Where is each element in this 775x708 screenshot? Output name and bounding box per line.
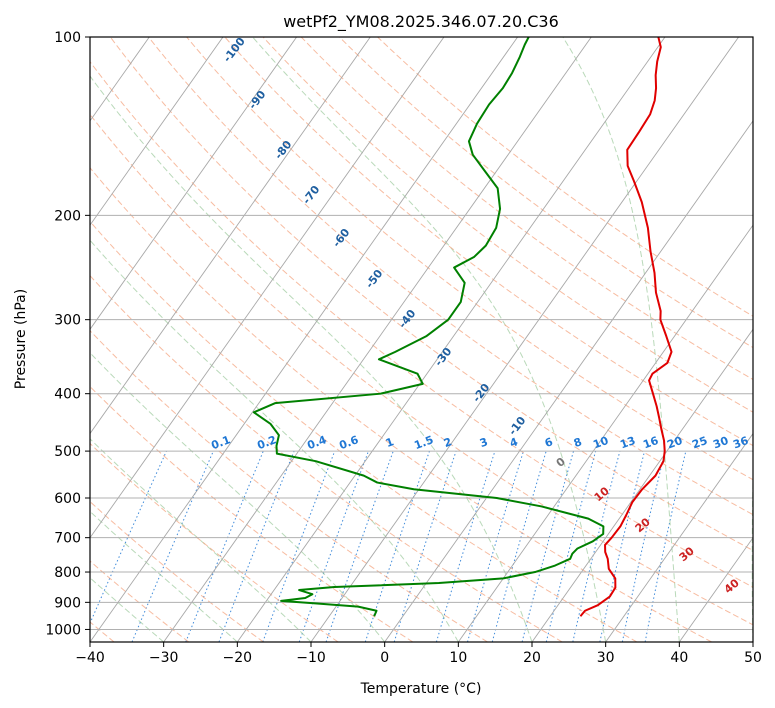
- y-tick-label: 500: [54, 444, 81, 460]
- chart-title: wetPf2_YM08.2025.346.07.20.C36: [283, 12, 559, 32]
- isotherm-line: [384, 120, 753, 642]
- mixing-ratio-label: 1: [384, 435, 396, 450]
- mixing-ratio-label: 13: [618, 434, 637, 451]
- mixing-ratio-label: 1.5: [412, 433, 435, 452]
- dry-adiabat-line: [90, 274, 563, 642]
- x-tick-label: 0: [380, 650, 389, 666]
- mixing-ratio-label: 8: [572, 435, 584, 450]
- dry-adiabat-line: [90, 166, 712, 642]
- x-tick-label: 50: [744, 650, 762, 666]
- y-tick-label: 900: [54, 595, 81, 611]
- mixing-ratio-label: 25: [690, 434, 709, 451]
- dewpoint-profile-line: [252, 37, 605, 617]
- y-tick-label: 600: [54, 491, 81, 507]
- mixing-ratio-label: 6: [543, 435, 555, 450]
- isotherm-line: [236, 37, 666, 642]
- y-tick-label: 300: [54, 313, 81, 329]
- x-axis: −40 −30 −20 −10 0 10 20 30 40 50: [75, 642, 762, 666]
- y-tick-label: 200: [54, 208, 81, 224]
- dry-adiabat-line: [224, 37, 753, 447]
- isotherm-line: [90, 37, 519, 642]
- mixing-ratio-label: 16: [641, 434, 660, 452]
- isotherm-line: [457, 224, 753, 642]
- dry-adiabat-line: [300, 37, 753, 381]
- x-tick-label: −20: [223, 650, 253, 666]
- dry-adiabat-line: [90, 385, 414, 642]
- dry-adiabat-line: [186, 37, 753, 481]
- mixing-ratio-label: 30: [711, 434, 730, 452]
- dry-adiabat-line: [90, 113, 753, 626]
- x-tick-label: 20: [523, 650, 541, 666]
- mixing-ratio-label: 0.6: [337, 433, 360, 452]
- moist-adiabat-line: [90, 510, 238, 642]
- mixing-ratio-label: 10: [591, 434, 610, 452]
- moist-adiabat-line: [90, 438, 312, 642]
- isotherm-line: [90, 37, 298, 331]
- y-tick-label: 700: [54, 531, 81, 547]
- x-tick-label: 10: [449, 650, 467, 666]
- y-tick-label: 400: [54, 387, 81, 403]
- mixing-ratio-label: 2: [442, 435, 454, 450]
- isotherm-line: [605, 432, 753, 642]
- mixing-ratio-label: 4: [508, 435, 520, 450]
- dry-adiabat-line: [90, 329, 488, 642]
- dry-adiabat-line: [148, 37, 753, 516]
- x-tick-label: 40: [670, 650, 688, 666]
- dry-adiabat-line: [90, 500, 264, 642]
- moist-adiabat-line: [90, 577, 164, 642]
- moist-adiabat-line: [90, 239, 459, 642]
- x-axis-label: Temperature (°C): [360, 681, 482, 697]
- x-tick-label: −30: [149, 650, 179, 666]
- dry-adiabat-line: [262, 37, 753, 413]
- isotherm-line: [678, 536, 753, 642]
- isotherm-line: [90, 37, 371, 435]
- temperature-profile-line: [579, 37, 673, 617]
- mixing-ratio-label: 0.4: [305, 433, 328, 452]
- x-tick-label: −40: [75, 650, 105, 666]
- y-axis-label: Pressure (hPa): [13, 289, 29, 389]
- y-tick-label: 800: [54, 565, 81, 581]
- guide-lines: [90, 37, 753, 642]
- moist-adiabat-line: [90, 75, 533, 642]
- isotherm-line: [531, 328, 753, 642]
- isotherm-line: [163, 37, 592, 642]
- mixing-ratio-label: 0.1: [209, 433, 232, 452]
- isotherm-line: [90, 37, 224, 226]
- profile-lines: [252, 37, 673, 617]
- x-tick-label: −10: [296, 650, 326, 666]
- y-tick-label: 1000: [45, 622, 81, 638]
- y-axis: 1000 900 800 700 600 500 400 300 200 100: [45, 30, 90, 638]
- dry-adiabat-line: [377, 37, 753, 317]
- plot-frame: [89, 36, 754, 643]
- mixing-ratio-label: 0.2: [255, 433, 278, 452]
- mixing-ratio-label: 3: [478, 435, 490, 450]
- dry-adiabat-line: [339, 37, 753, 349]
- mixing-ratio-label: 20: [665, 434, 684, 452]
- mixing-ratio-label: 36: [731, 434, 750, 452]
- moist-adiabat-line: [252, 37, 607, 642]
- x-tick-label: 30: [597, 650, 615, 666]
- isotherm-line: [90, 37, 445, 539]
- isotherm-line: [310, 37, 740, 642]
- y-tick-label: 100: [54, 30, 81, 46]
